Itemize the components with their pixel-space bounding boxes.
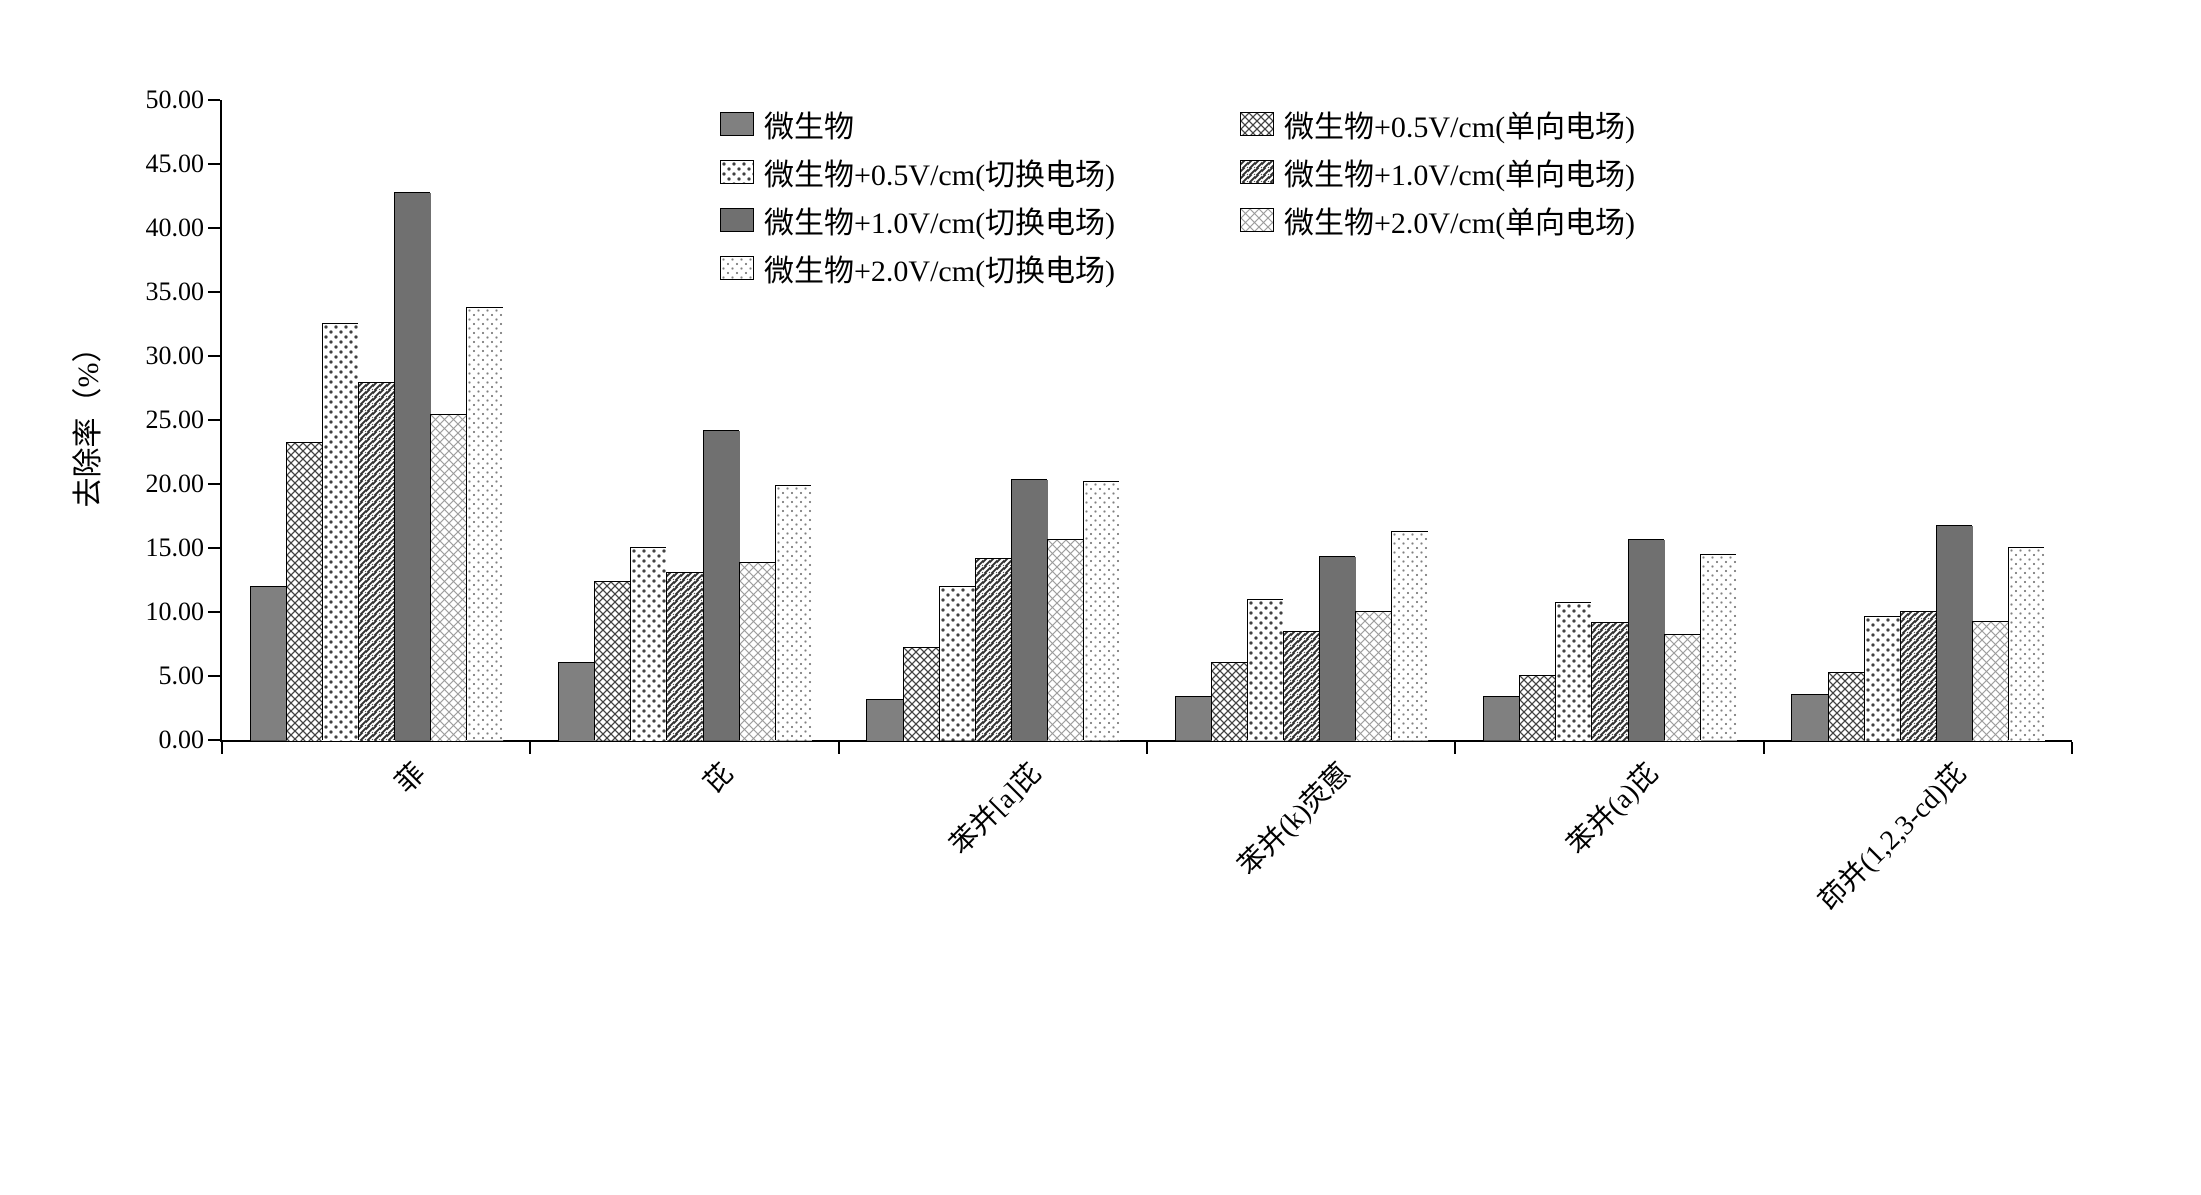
legend-swatch <box>1240 160 1274 184</box>
legend-item: 微生物+1.0V/cm(切换电场) <box>720 198 1240 242</box>
bar <box>394 192 430 740</box>
x-category-label: 苯并(k)荧蒽 <box>1214 740 1357 883</box>
bar <box>1047 539 1083 740</box>
legend-swatch <box>720 256 754 280</box>
y-tick-label: 5.00 <box>159 661 223 691</box>
bar <box>866 699 902 740</box>
bar <box>1555 602 1591 740</box>
bar <box>1211 662 1247 740</box>
y-tick-label: 10.00 <box>146 597 223 627</box>
bar <box>1591 622 1627 740</box>
x-tick <box>1454 742 1456 754</box>
y-tick-label: 30.00 <box>146 341 223 371</box>
legend-swatch <box>720 160 754 184</box>
x-tick <box>1763 742 1765 754</box>
y-axis-title: 去除率（%） <box>63 333 107 508</box>
y-tick-label: 20.00 <box>146 469 223 499</box>
bar <box>939 586 975 740</box>
y-tick-label: 40.00 <box>146 213 223 243</box>
x-tick <box>221 742 223 754</box>
bar <box>1864 616 1900 740</box>
x-tick <box>838 742 840 754</box>
bar <box>358 382 394 740</box>
bar <box>1936 525 1972 740</box>
legend-label: 微生物+0.5V/cm(单向电场) <box>1284 102 1635 146</box>
legend-item: 微生物+0.5V/cm(切换电场) <box>720 150 1240 194</box>
bar <box>250 586 286 740</box>
x-tick <box>529 742 531 754</box>
bar <box>1247 599 1283 740</box>
bar <box>630 547 666 740</box>
bar <box>775 485 811 740</box>
bar <box>1628 539 1664 740</box>
bar <box>1900 611 1936 740</box>
bar <box>666 572 702 740</box>
x-category-label: 苯并(a)芘 <box>1544 740 1666 862</box>
bar <box>594 581 630 740</box>
bar <box>1700 554 1736 740</box>
legend-item: 微生物+2.0V/cm(单向电场) <box>1240 198 2040 242</box>
bar <box>1391 531 1427 740</box>
y-tick-label: 35.00 <box>146 277 223 307</box>
legend-label: 微生物 <box>764 102 854 146</box>
bar <box>2008 547 2044 740</box>
bar <box>903 647 939 740</box>
bar <box>1175 696 1211 740</box>
legend-label: 微生物+2.0V/cm(切换电场) <box>764 246 1115 290</box>
legend-item: 微生物+1.0V/cm(单向电场) <box>1240 150 2040 194</box>
bar <box>739 562 775 740</box>
x-tick <box>2071 742 2073 754</box>
bar <box>558 662 594 740</box>
x-category-label: 菲 <box>372 740 433 801</box>
y-tick-label: 15.00 <box>146 533 223 563</box>
legend: 微生物微生物+0.5V/cm(单向电场)微生物+0.5V/cm(切换电场)微生物… <box>720 102 2040 290</box>
x-category-label: 茚并(1,2,3-cd)芘 <box>1796 740 1974 918</box>
legend-label: 微生物+1.0V/cm(单向电场) <box>1284 150 1635 194</box>
y-tick-label: 50.00 <box>146 85 223 115</box>
bar <box>286 442 322 740</box>
legend-label: 微生物+0.5V/cm(切换电场) <box>764 150 1115 194</box>
bar <box>430 414 466 740</box>
legend-item: 微生物+0.5V/cm(单向电场) <box>1240 102 2040 146</box>
x-category-label: 芘 <box>680 740 741 801</box>
x-tick <box>1146 742 1148 754</box>
bar <box>1355 611 1391 740</box>
bar <box>1791 694 1827 740</box>
bar <box>1283 631 1319 740</box>
legend-swatch <box>1240 208 1274 232</box>
bar <box>1828 672 1864 740</box>
bar <box>1972 621 2008 740</box>
legend-label: 微生物+1.0V/cm(切换电场) <box>764 198 1115 242</box>
bar <box>703 430 739 740</box>
legend-swatch <box>1240 112 1274 136</box>
x-category-label: 苯并[a]芘 <box>927 740 1049 862</box>
bar <box>1319 556 1355 740</box>
legend-swatch <box>720 112 754 136</box>
legend-item: 微生物+2.0V/cm(切换电场) <box>720 246 1240 290</box>
bar <box>1519 675 1555 740</box>
legend-swatch <box>720 208 754 232</box>
bar <box>322 323 358 740</box>
bar <box>975 558 1011 740</box>
legend-label: 微生物+2.0V/cm(单向电场) <box>1284 198 1635 242</box>
bar <box>1011 479 1047 740</box>
y-tick-label: 25.00 <box>146 405 223 435</box>
y-tick-label: 45.00 <box>146 149 223 179</box>
legend-item: 微生物 <box>720 102 1240 146</box>
y-tick-label: 0.00 <box>159 725 223 755</box>
bar <box>1083 481 1119 740</box>
bar <box>1664 634 1700 740</box>
bar <box>1483 696 1519 740</box>
bar <box>466 307 502 740</box>
removal-rate-bar-chart: 去除率（%） 0.00 5.00 10.00 15.00 20.00 25.00 30.00… <box>40 40 2140 1140</box>
